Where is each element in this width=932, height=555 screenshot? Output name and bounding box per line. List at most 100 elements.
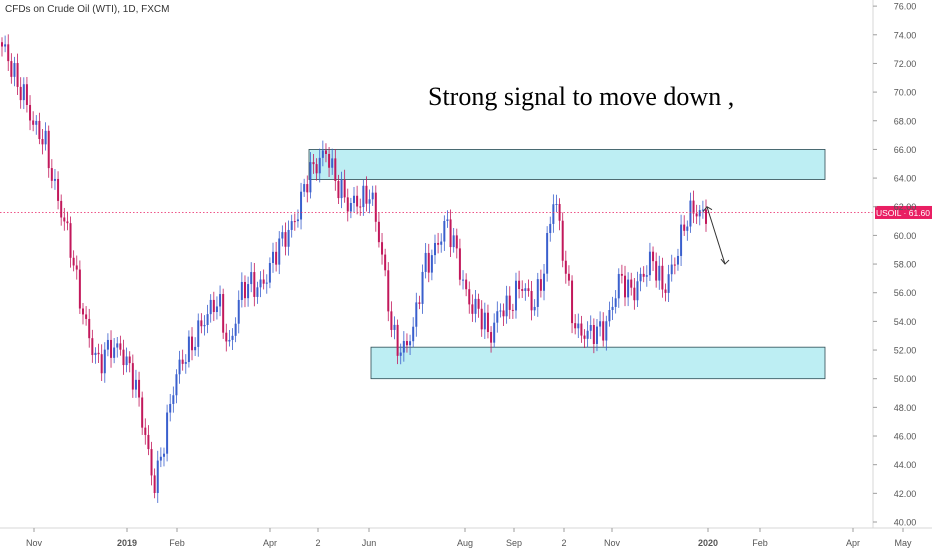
candle-body — [175, 374, 178, 396]
price-tag[interactable] — [875, 205, 932, 219]
candle-body — [645, 275, 648, 277]
candle-body — [32, 120, 35, 125]
y-tick-label: 46.00 — [894, 432, 917, 442]
candle-body — [178, 359, 181, 375]
candle-body — [231, 335, 234, 340]
candle-body — [16, 63, 19, 87]
candle-body — [122, 349, 125, 366]
forecast-start-mark — [702, 206, 713, 213]
x-tick-label: Apr — [846, 538, 860, 548]
candle-body — [530, 291, 533, 311]
y-tick-label: 40.00 — [894, 518, 917, 528]
y-tick-label: 62.00 — [894, 202, 917, 212]
candle-body — [116, 343, 119, 348]
candle-body — [181, 359, 184, 364]
resistance-zone[interactable] — [308, 149, 826, 180]
candle-body — [433, 242, 436, 256]
candle-body — [505, 295, 508, 317]
candle-body — [465, 279, 468, 290]
candle-body — [234, 323, 237, 336]
candle-body — [172, 395, 175, 404]
x-tick-label: 2 — [561, 538, 566, 548]
candle-body — [278, 238, 281, 265]
candle-body — [670, 264, 673, 275]
candle-body — [564, 260, 567, 274]
candle-body — [293, 221, 296, 223]
zones-layer — [308, 149, 826, 380]
candle-body — [371, 192, 374, 200]
candle-body — [144, 427, 147, 435]
candle-body — [222, 294, 225, 333]
candle-body — [318, 157, 321, 174]
x-tick-label: Feb — [752, 538, 768, 548]
candle-body — [191, 336, 194, 351]
candle-body — [243, 281, 246, 299]
candle-body — [602, 321, 605, 341]
y-tick-label: 52.00 — [894, 346, 917, 356]
candle-body — [673, 264, 676, 266]
candle-body — [1, 42, 3, 47]
candle-body — [543, 273, 546, 291]
candle-body — [689, 200, 692, 227]
candle-body — [493, 322, 496, 343]
y-tick-label: 68.00 — [894, 116, 917, 126]
candle-body — [567, 273, 570, 281]
candle-body — [309, 162, 312, 193]
candle-body — [402, 341, 405, 353]
candle-body — [514, 280, 517, 311]
support-zone[interactable] — [370, 346, 826, 380]
candle-body — [483, 312, 486, 330]
x-tick-label: 2019 — [117, 538, 137, 548]
candle-body — [119, 343, 122, 350]
candle-body — [113, 347, 116, 358]
candle-body — [306, 184, 309, 193]
x-tick-label: May — [894, 538, 912, 548]
candle-body — [443, 220, 446, 242]
candle-body — [272, 251, 275, 263]
candle-body — [138, 379, 141, 398]
candle-body — [194, 346, 197, 351]
forecast-layer — [702, 206, 730, 265]
candle-body — [78, 269, 81, 309]
candle-body — [110, 339, 113, 358]
candle-body — [237, 299, 240, 324]
candle-body — [75, 265, 78, 270]
candle-body — [639, 273, 642, 282]
candle-body — [166, 412, 169, 454]
candle-body — [324, 150, 327, 154]
y-tick-label: 70.00 — [894, 88, 917, 98]
candle-body — [365, 185, 368, 204]
candle-body — [586, 330, 589, 339]
candle-body — [22, 84, 25, 101]
candle-body — [7, 44, 10, 62]
candle-body — [676, 255, 679, 265]
candle-body — [455, 235, 458, 249]
candle-body — [69, 223, 72, 258]
price-tag-text: USOIL · 61.60 — [876, 208, 930, 218]
candle-body — [536, 279, 539, 307]
candle-body — [695, 213, 698, 217]
candle-body — [331, 158, 334, 168]
y-tick-label: 54.00 — [894, 317, 917, 327]
candle-body — [250, 272, 253, 285]
candle-body — [577, 323, 580, 329]
candle-body — [53, 178, 56, 181]
candle-body — [377, 221, 380, 243]
candle-body — [169, 403, 172, 413]
candle-body — [580, 323, 583, 336]
candle-body — [511, 309, 514, 311]
candle-body — [72, 257, 75, 266]
candle-body — [421, 271, 424, 304]
candle-body — [337, 180, 340, 199]
candle-body — [303, 184, 306, 192]
candle-body — [486, 312, 489, 333]
candle-body — [698, 210, 701, 217]
candle-body — [225, 332, 228, 342]
candle-body — [215, 306, 218, 313]
candle-body — [359, 206, 362, 208]
candle-body — [328, 153, 331, 168]
candle-body — [655, 261, 658, 281]
